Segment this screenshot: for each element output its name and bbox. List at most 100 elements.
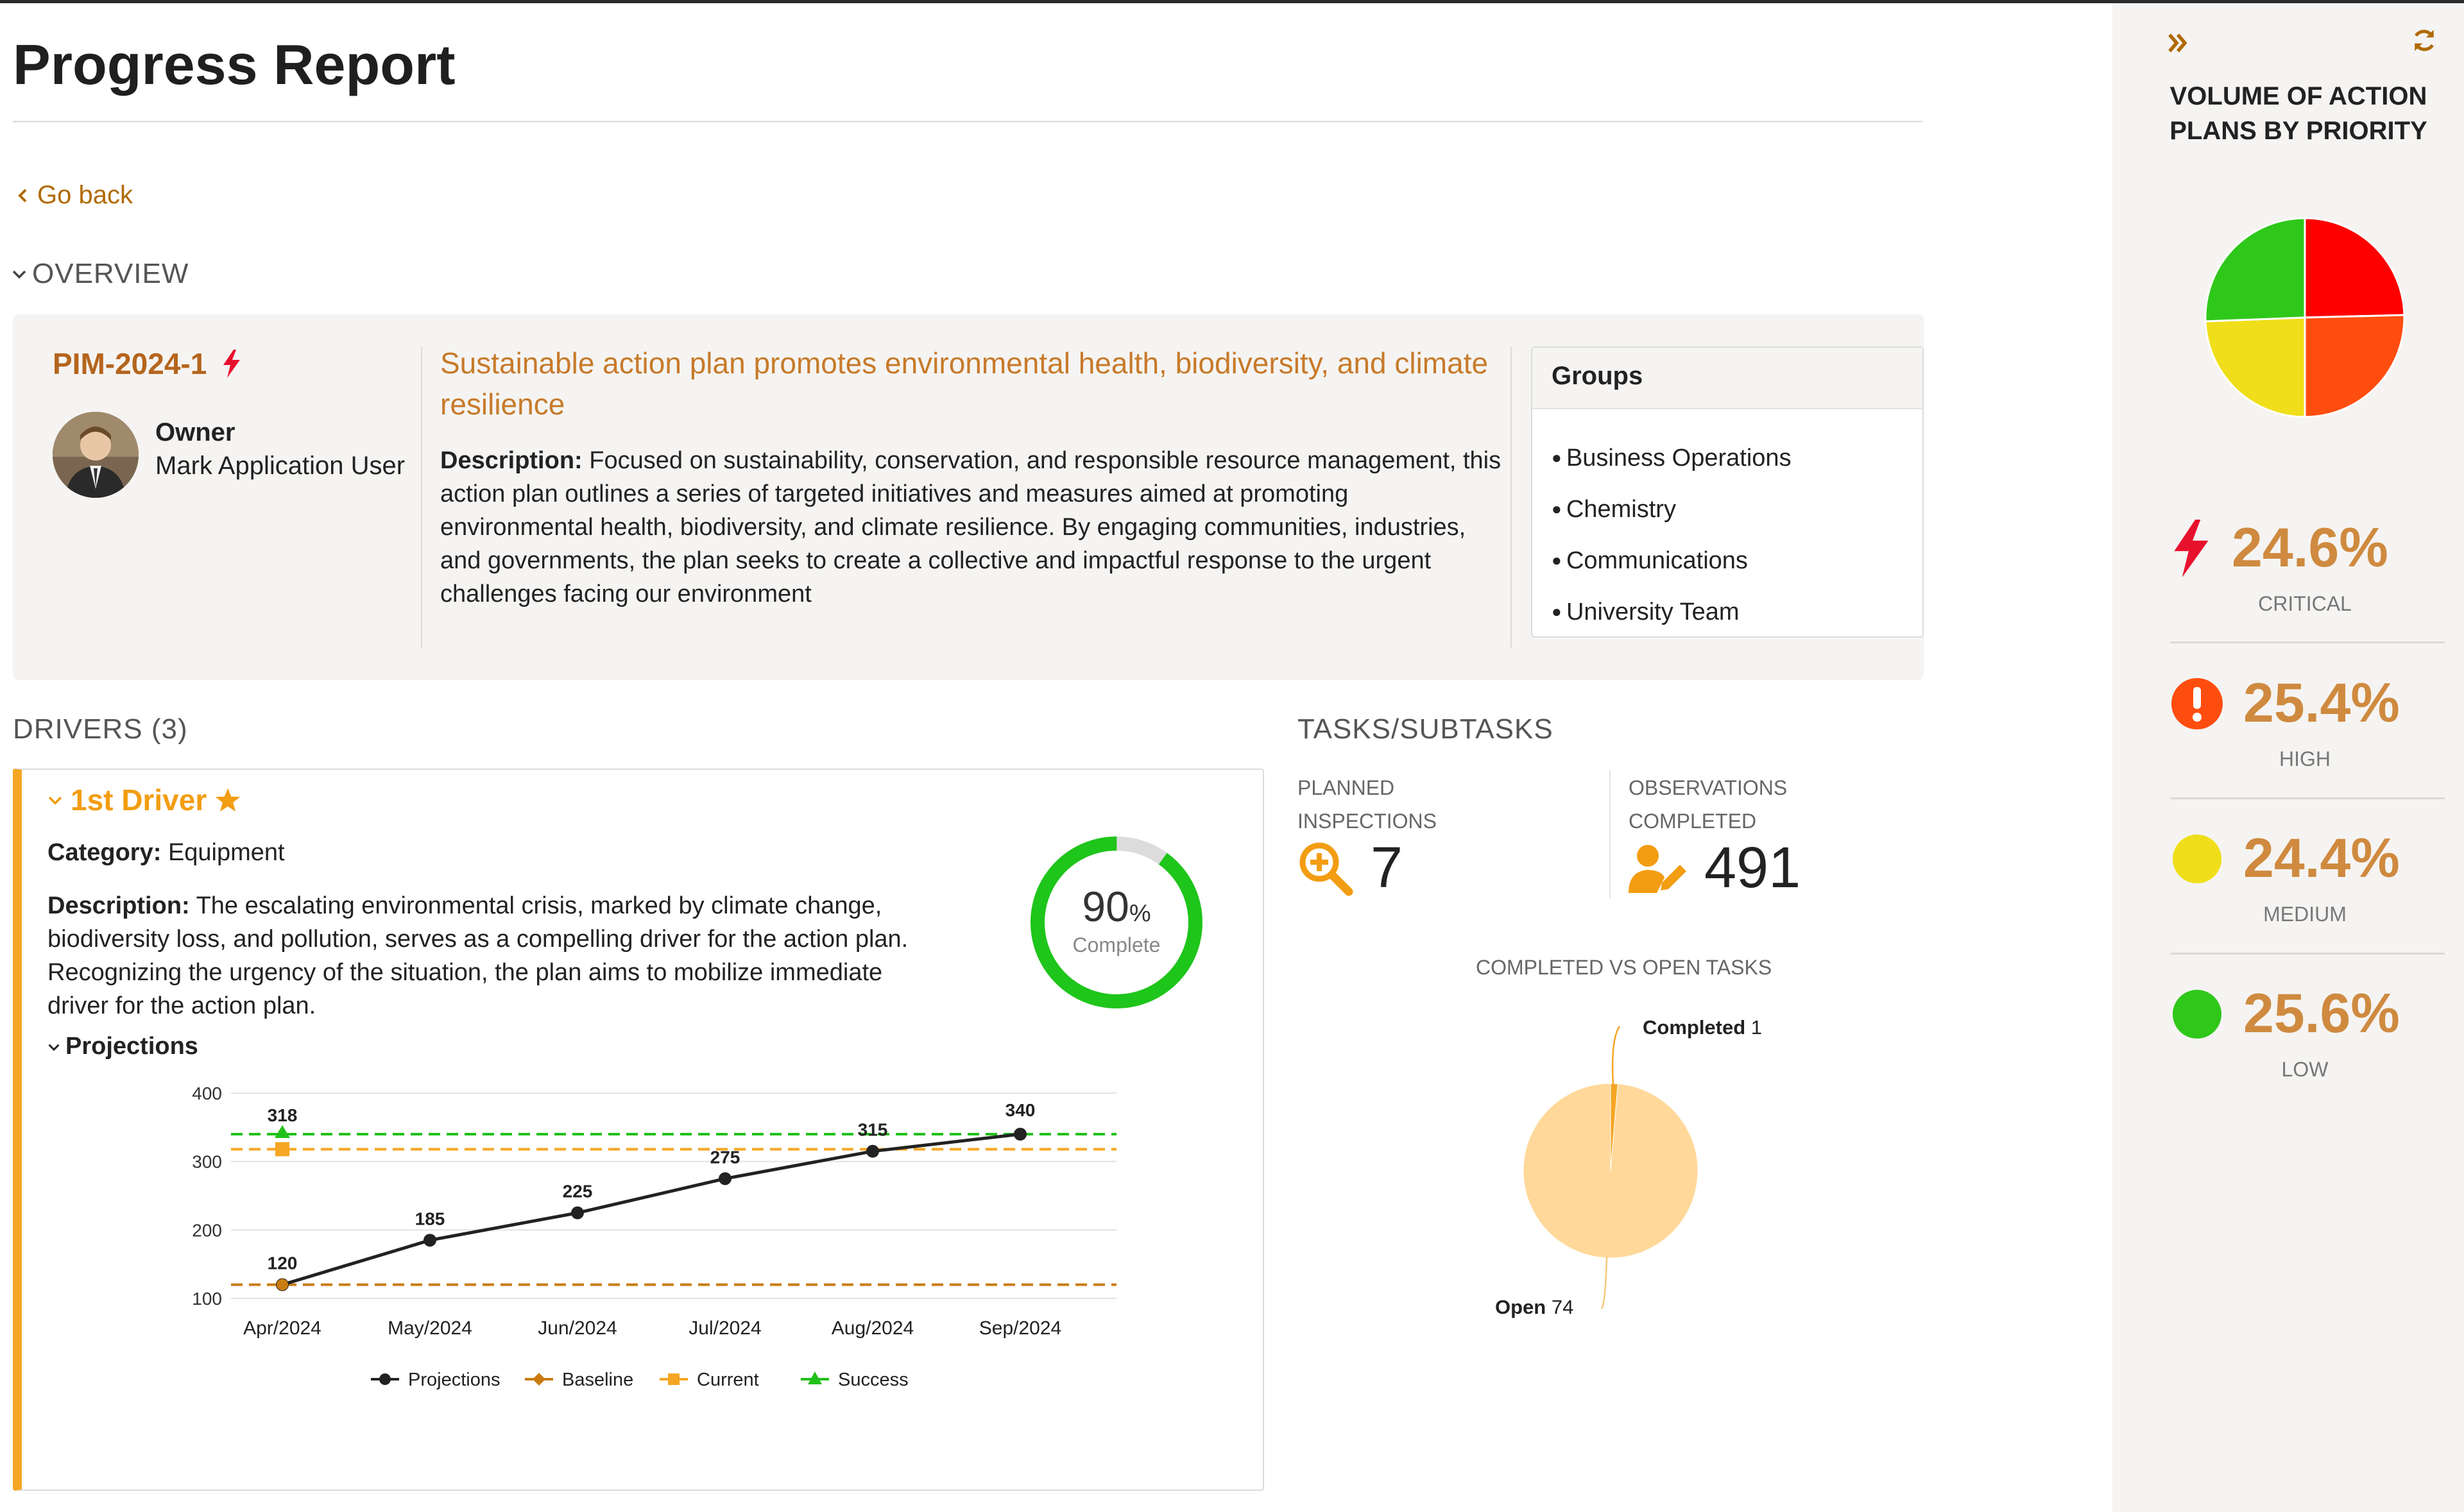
data-label: 315 [858, 1120, 888, 1140]
driver-category: Category: Equipment [47, 839, 285, 867]
projections-chart: 100 200 300 400 Apr/2024 May/2024 Jun/2024 Jul/… [192, 1083, 1116, 1390]
data-label: 340 [1005, 1100, 1036, 1120]
observations-completed-stat: 491 [1629, 835, 1801, 901]
plan-id: PIM-2024-1 [53, 346, 241, 381]
plan-id-text: PIM-2024-1 [53, 347, 207, 380]
top-border [0, 0, 2464, 3]
driver-description-text: The escalating environmental crisis, mar… [47, 892, 909, 1019]
main-content: Progress Report Go back OVERVIEW PIM-202… [0, 0, 1925, 1512]
y-tick-label: 100 [192, 1289, 222, 1309]
projections-line [282, 1132, 1021, 1287]
drivers-heading: DRIVERS (3) [13, 713, 188, 745]
current-point [275, 1142, 289, 1157]
priority-high: 25.4% HIGH [2170, 672, 2440, 826]
go-back-link[interactable]: Go back [15, 181, 133, 210]
chevron-down-icon [48, 1044, 60, 1051]
driver-toggle[interactable]: 1st Driver [47, 783, 241, 817]
user-edit-icon [1629, 844, 1686, 893]
priority-critical: 24.6% CRITICAL [2170, 516, 2440, 670]
overview-heading: OVERVIEW [32, 258, 189, 289]
title-divider [13, 121, 1922, 123]
priority-medium: 24.4% MEDIUM [2170, 827, 2440, 981]
stat-divider [1609, 770, 1611, 898]
group-item: University Team [1552, 586, 1903, 636]
plan-description: Description: Focused on sustainability, … [440, 444, 1508, 611]
x-tick-label: Apr/2024 [243, 1318, 321, 1339]
group-item: Business Operations [1552, 432, 1903, 484]
priority-slice-high [2304, 314, 2406, 418]
completion-value: 90% [1082, 882, 1151, 930]
pie-slice-open [1523, 1083, 1698, 1259]
plan-title: Sustainable action plan promotes environ… [440, 346, 1489, 421]
completed-leader-line [1611, 1026, 1621, 1085]
completed-count: 1 [1745, 1016, 1762, 1039]
low-label: LOW [2281, 1058, 2329, 1081]
chevron-down-icon [48, 796, 62, 805]
driver-description: Description: The escalating environmenta… [47, 889, 946, 1023]
legend-label: Projections [408, 1370, 500, 1390]
planned-inspections-label: PLANNED INSPECTIONS [1297, 776, 1437, 833]
star-icon [215, 788, 241, 812]
priority-pie-chart [2204, 217, 2406, 418]
driver-card: 1st Driver Category: Equipment Descripti… [13, 769, 1264, 1491]
owner-label: Owner [155, 418, 235, 446]
priority-divider [2170, 641, 2445, 643]
projections-toggle[interactable]: Projections [47, 1033, 198, 1060]
legend-marker [668, 1373, 680, 1385]
open-pie-label: Open 74 [1495, 1296, 1573, 1318]
completed-name: Completed [1643, 1016, 1745, 1039]
y-tick-label: 200 [192, 1220, 222, 1240]
x-tick-label: Aug/2024 [832, 1318, 914, 1339]
projection-point [424, 1234, 436, 1247]
lightning-icon [2174, 519, 2209, 577]
success-point [275, 1125, 290, 1138]
legend-marker [533, 1373, 545, 1386]
completion-label: Complete [1072, 933, 1161, 956]
baseline-point [277, 1278, 288, 1291]
category-label: Category: [47, 839, 162, 866]
legend-marker [379, 1373, 391, 1385]
exclamation-circle-icon [2171, 677, 2223, 729]
y-tick-label: 300 [192, 1152, 222, 1172]
priority-slice-medium [2204, 316, 2306, 418]
refresh-icon[interactable] [2410, 26, 2438, 55]
projection-point [719, 1172, 732, 1185]
priority-sidebar: VOLUME OF ACTION PLANS BY PRIORITY 24.6% … [2112, 3, 2464, 1512]
tasks-chart-title: COMPLETED VS OPEN TASKS [1476, 956, 1772, 979]
owner-avatar [53, 412, 139, 498]
legend-label: Baseline [562, 1370, 633, 1390]
x-tick-label: Jun/2024 [538, 1318, 617, 1339]
priority-slice-critical [2304, 217, 2406, 319]
overview-toggle[interactable]: OVERVIEW [12, 258, 189, 290]
chevron-left-icon [18, 189, 27, 202]
groups-list: Business Operations Chemistry Communicat… [1532, 409, 1922, 636]
high-percent: 25.4% [2243, 672, 2400, 734]
priority-slice-low [2204, 217, 2306, 323]
double-chevron-right-icon[interactable] [2164, 29, 2192, 57]
projection-point [866, 1144, 879, 1158]
circle-low-icon [2173, 989, 2221, 1039]
tasks-heading: TASKS/SUBTASKS [1297, 713, 1553, 745]
current-data-label: 318 [268, 1105, 298, 1125]
go-back-label: Go back [37, 181, 133, 209]
y-tick-label: 400 [192, 1083, 222, 1103]
driver-description-label: Description: [47, 892, 190, 919]
data-label: 275 [710, 1147, 740, 1167]
low-percent: 25.6% [2243, 983, 2400, 1044]
legend-label: Current [697, 1370, 759, 1390]
high-label: HIGH [2279, 747, 2331, 770]
overview-divider-left [421, 346, 422, 648]
open-name: Open [1495, 1296, 1546, 1318]
driver-title: 1st Driver [71, 783, 207, 817]
legend-item: Projections [371, 1370, 500, 1390]
lightning-icon [223, 350, 241, 378]
observations-completed-value: 491 [1704, 836, 1801, 900]
legend-label: Success [838, 1370, 909, 1390]
x-tick-label: Sep/2024 [979, 1318, 1061, 1339]
circle-medium-icon [2173, 834, 2221, 883]
overview-panel: PIM-2024-1 Owner Mark Application User S… [13, 314, 1924, 680]
completion-donut: 90% Complete [1027, 833, 1206, 1012]
projections-label: Projections [65, 1033, 198, 1060]
data-label: 225 [563, 1182, 593, 1202]
priority-chart-title: VOLUME OF ACTION PLANS BY PRIORITY [2169, 82, 2427, 145]
